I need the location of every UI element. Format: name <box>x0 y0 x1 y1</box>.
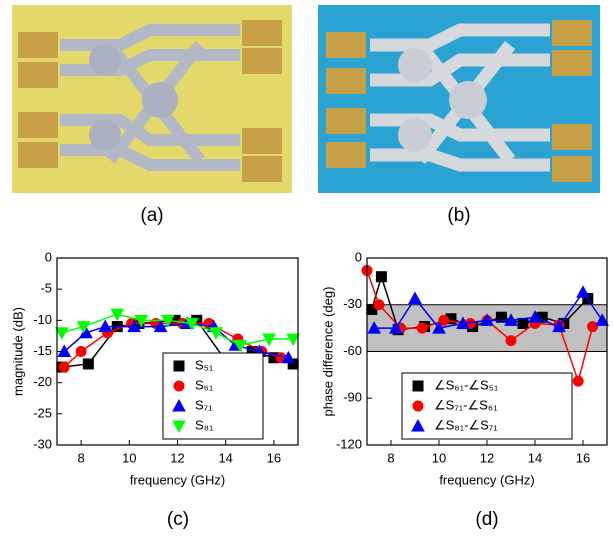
data-point <box>210 328 222 339</box>
x-tick-label: 12 <box>480 450 494 465</box>
data-point <box>573 376 583 386</box>
y-tick-label: -25 <box>33 405 52 420</box>
legend-label: ∠S₈₁-∠S₇₁ <box>434 417 498 432</box>
y-tick-label: -30 <box>343 296 362 311</box>
y-tick-label: 0 <box>45 249 52 264</box>
photo-a <box>12 5 292 193</box>
x-axis-label: frequency (GHz) <box>130 472 225 487</box>
figure: (a) (b) (c) (d) 8 10 12 14 16 0 -5 -10 -15 -20 -25… <box>0 0 613 531</box>
legend-label: S₇₁ <box>195 397 213 412</box>
data-point <box>409 293 421 304</box>
data-point <box>376 272 386 282</box>
legend-label: S₅₁ <box>195 357 214 372</box>
legend-marker <box>413 401 423 411</box>
panel-label: (a) <box>140 205 163 226</box>
y-tick-label: -20 <box>33 374 52 389</box>
data-point <box>59 362 69 372</box>
x-tick-label: 16 <box>576 450 590 465</box>
y-tick-label: -120 <box>336 436 362 451</box>
x-tick-label: 16 <box>267 450 281 465</box>
data-point <box>76 347 86 357</box>
x-tick-label: 14 <box>218 450 232 465</box>
legend-label: ∠S₆₁-∠S₅₁ <box>434 377 499 392</box>
panel-label: (b) <box>447 205 470 226</box>
y-tick-label: -15 <box>33 343 52 358</box>
y-tick-label: -60 <box>343 343 362 358</box>
data-point <box>83 359 93 369</box>
y-tick-label: -30 <box>33 436 52 451</box>
photo-b <box>318 5 600 193</box>
data-point <box>506 336 516 346</box>
legend-marker <box>413 381 423 391</box>
x-tick-label: 10 <box>432 450 446 465</box>
legend-label: S₈₁ <box>195 417 214 432</box>
legend-marker <box>174 381 184 391</box>
x-tick-label: 8 <box>387 450 394 465</box>
y-tick-label: -10 <box>33 312 52 327</box>
y-tick-label: 0 <box>355 249 362 264</box>
x-tick-label: 12 <box>170 450 184 465</box>
x-tick-label: 10 <box>122 450 136 465</box>
x-tick-label: 8 <box>77 450 84 465</box>
x-axis-label: frequency (GHz) <box>439 472 534 487</box>
data-point <box>577 286 589 297</box>
panel-label: (c) <box>167 509 189 530</box>
legend-label: S₆₁ <box>195 377 214 392</box>
legend-label: ∠S₇₁-∠S₆₁ <box>434 397 498 412</box>
panel-label: (d) <box>475 509 498 530</box>
y-tick-label: -90 <box>343 390 362 405</box>
y-axis-label: magnitude (dB) <box>10 307 25 396</box>
data-point <box>56 328 68 339</box>
y-tick-label: -5 <box>40 281 52 296</box>
legend-marker <box>174 361 184 371</box>
x-tick-label: 14 <box>528 450 542 465</box>
y-axis-label: phase difference (deg) <box>320 287 335 417</box>
data-point <box>588 322 598 332</box>
data-point <box>417 323 427 333</box>
data-point <box>374 300 384 310</box>
